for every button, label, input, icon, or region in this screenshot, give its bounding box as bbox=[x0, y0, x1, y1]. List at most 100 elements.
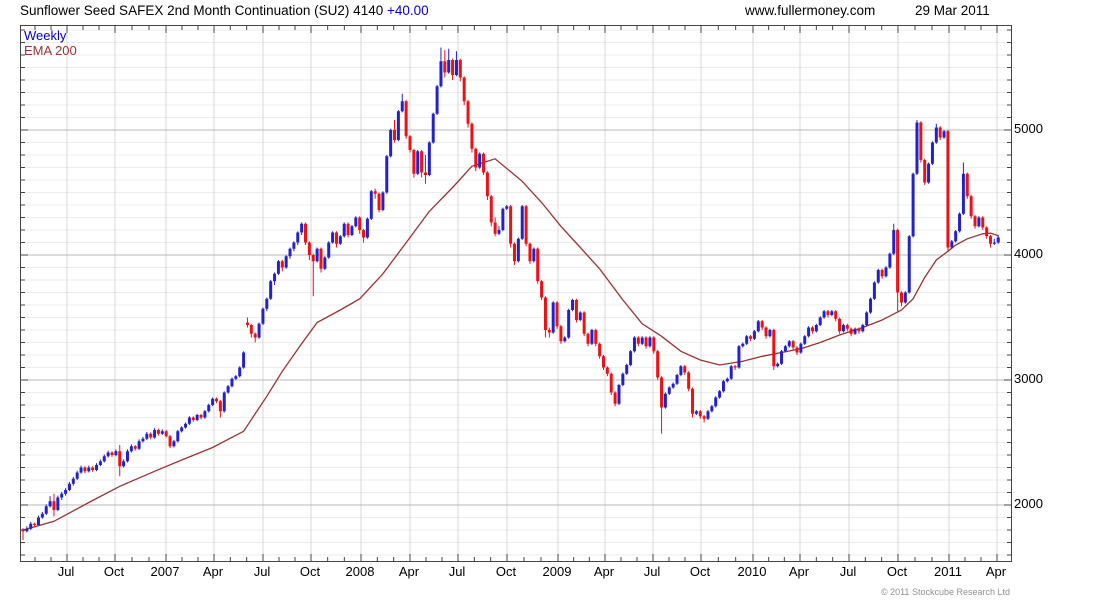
candle-body bbox=[729, 366, 733, 379]
candle-body bbox=[501, 208, 505, 230]
candle-body bbox=[485, 172, 489, 197]
candle-body bbox=[830, 311, 834, 315]
candle-body bbox=[137, 441, 141, 449]
candle-body bbox=[853, 328, 857, 334]
candle-body bbox=[718, 391, 722, 398]
candle-body bbox=[98, 461, 102, 465]
candle-body bbox=[559, 326, 563, 342]
candle-body bbox=[338, 236, 342, 244]
candle-body bbox=[451, 60, 455, 75]
candle-body bbox=[354, 217, 358, 227]
candle-body bbox=[540, 281, 544, 298]
candle-body bbox=[896, 230, 900, 293]
x-axis-label: Jul bbox=[839, 564, 857, 579]
candle-body bbox=[427, 142, 431, 175]
candle-body bbox=[56, 497, 60, 510]
candle-body bbox=[578, 312, 582, 320]
candle-body bbox=[207, 405, 211, 412]
candle-body bbox=[184, 423, 188, 428]
candle-body bbox=[702, 416, 706, 419]
candle-body bbox=[663, 393, 667, 408]
candle-body bbox=[67, 483, 71, 490]
candle-body bbox=[377, 193, 381, 210]
candle-body bbox=[191, 417, 195, 420]
candle-body bbox=[876, 270, 880, 283]
candle-body bbox=[996, 237, 1000, 243]
site-url[interactable]: www.fullermoney.com bbox=[745, 3, 876, 18]
candle-body bbox=[857, 328, 861, 332]
candle-body bbox=[505, 206, 509, 209]
candle-body bbox=[907, 236, 911, 293]
candle-body bbox=[311, 255, 315, 262]
plot-area[interactable] bbox=[20, 25, 1012, 562]
candle-body bbox=[373, 191, 377, 194]
x-axis-label: Apr bbox=[788, 564, 810, 579]
candle-body bbox=[168, 436, 172, 447]
candle-body bbox=[660, 377, 664, 408]
candle-body bbox=[102, 456, 106, 462]
candle-body bbox=[992, 242, 996, 244]
candle-body bbox=[698, 411, 702, 417]
candle-body bbox=[989, 236, 992, 244]
candle-body bbox=[369, 191, 373, 219]
candle-body bbox=[180, 427, 184, 432]
candle-body bbox=[648, 337, 652, 347]
candle-body bbox=[284, 256, 288, 268]
candle-body bbox=[563, 337, 567, 342]
candle-body bbox=[87, 467, 91, 472]
candle-body bbox=[489, 196, 493, 223]
candle-body bbox=[385, 156, 389, 193]
candle-body bbox=[551, 302, 555, 333]
candle-body bbox=[632, 337, 636, 352]
y-axis-label: 2000 bbox=[1014, 496, 1043, 511]
x-axis-label: Oct bbox=[886, 564, 908, 579]
candle-body bbox=[416, 151, 420, 174]
candle-body bbox=[470, 123, 474, 149]
candle-body bbox=[466, 101, 470, 124]
candle-body bbox=[930, 142, 934, 164]
candle-body bbox=[602, 356, 605, 368]
x-axis-label: 2011 bbox=[934, 564, 962, 579]
candle-body bbox=[242, 352, 246, 368]
candle-body bbox=[954, 231, 958, 242]
y-axis-label: 5000 bbox=[1014, 121, 1043, 136]
candle-body bbox=[590, 330, 594, 344]
x-axis-label: Oct bbox=[689, 564, 711, 579]
candle-body bbox=[447, 60, 451, 73]
candle-body bbox=[71, 478, 75, 484]
ema-200-line bbox=[22, 158, 999, 531]
candle-body bbox=[961, 173, 965, 214]
candle-body bbox=[122, 461, 126, 467]
candle-body bbox=[307, 242, 311, 255]
candle-body bbox=[141, 438, 145, 442]
candle-body bbox=[443, 61, 447, 73]
candle-body bbox=[25, 528, 29, 532]
candle-body bbox=[400, 101, 404, 112]
candle-body bbox=[292, 242, 296, 249]
candle-body bbox=[810, 327, 814, 332]
candle-body bbox=[714, 397, 718, 407]
candle-body bbox=[133, 446, 137, 449]
candle-body bbox=[114, 451, 118, 455]
x-axis-label: Apr bbox=[593, 564, 615, 579]
candle-body bbox=[958, 213, 962, 232]
candle-body bbox=[791, 341, 795, 348]
candle-body bbox=[60, 493, 64, 498]
candle-body bbox=[156, 430, 160, 434]
candle-body bbox=[218, 401, 222, 412]
candle-body bbox=[164, 431, 168, 437]
candle-body bbox=[393, 130, 397, 140]
candle-body bbox=[861, 325, 865, 332]
candle-body bbox=[40, 513, 44, 518]
candle-body bbox=[609, 373, 613, 393]
candle-body bbox=[687, 372, 691, 389]
candle-body bbox=[845, 325, 849, 329]
candle-body bbox=[172, 441, 176, 447]
candle-body bbox=[795, 347, 799, 353]
candle-body bbox=[803, 336, 807, 344]
candle-body bbox=[304, 223, 308, 243]
candle-body bbox=[946, 131, 950, 248]
candle-body bbox=[404, 101, 408, 137]
candle-body bbox=[625, 365, 629, 374]
candle-body bbox=[458, 60, 462, 78]
